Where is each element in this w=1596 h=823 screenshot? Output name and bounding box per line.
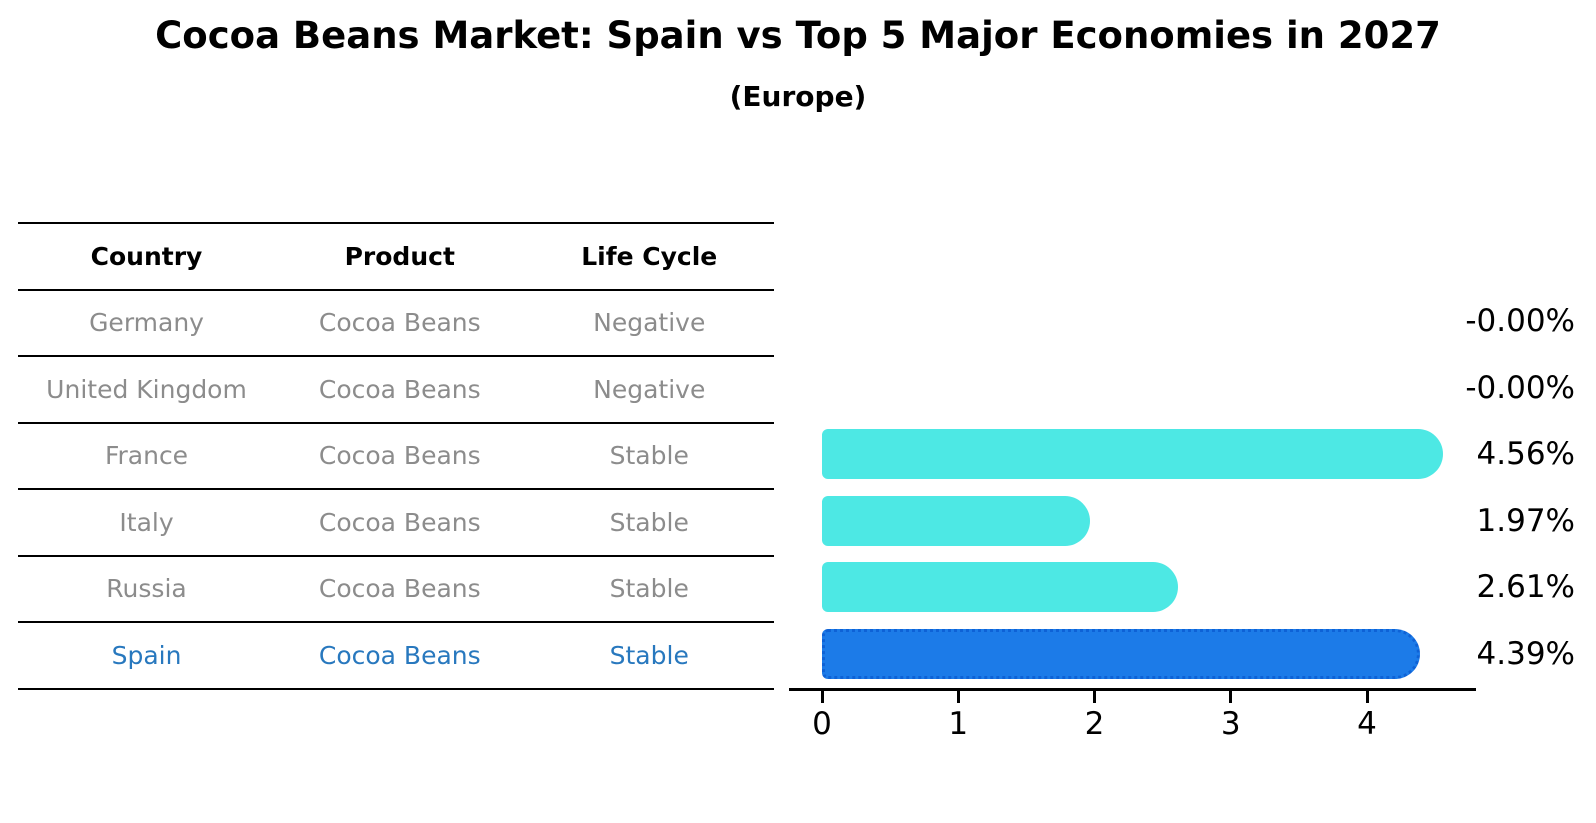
summary-table: Country Product Life Cycle Germany Cocoa… [18, 222, 774, 690]
cell-country: Spain [111, 640, 182, 670]
table-row-italy: Italy Cocoa Beans Stable [18, 490, 774, 557]
cell-lifecycle: Stable [609, 574, 689, 604]
cell-product: Cocoa Beans [318, 308, 481, 338]
chart-subtitle: (Europe) [729, 80, 867, 113]
x-axis-tick-label: 2 [1084, 706, 1105, 742]
cell-country: Germany [89, 308, 204, 338]
bar-france [822, 429, 1444, 479]
cell-lifecycle: Negative [593, 374, 706, 404]
x-axis-line [789, 688, 1476, 691]
table-row-france: France Cocoa Beans Stable [18, 424, 774, 490]
cell-product: Cocoa Beans [318, 574, 481, 604]
table-header-row: Country Product Life Cycle [18, 224, 774, 291]
cell-lifecycle: Stable [609, 441, 689, 471]
cell-country: Italy [119, 507, 174, 537]
cell-country: France [104, 441, 189, 471]
chart-title: Cocoa Beans Market: Spain vs Top 5 Major… [155, 14, 1441, 57]
table-row-spain: Spain Cocoa Beans Stable [18, 623, 774, 688]
value-label-france: 4.56% [1476, 436, 1575, 472]
x-axis-tick-label: 0 [812, 706, 832, 742]
table-row-united-kingdom: United Kingdom Cocoa Beans Negative [18, 357, 774, 424]
value-label-italy: 1.97% [1476, 502, 1575, 539]
table-row-germany: Germany Cocoa Beans Negative [18, 291, 774, 357]
value-label-united-kingdom: -0.00% [1465, 369, 1575, 406]
cell-product: Cocoa Beans [318, 640, 481, 670]
cell-product: Cocoa Beans [318, 441, 481, 471]
x-axis-tick-mark [956, 691, 960, 703]
table-row-russia: Russia Cocoa Beans Stable [18, 557, 774, 623]
table-header-country: Country [90, 241, 203, 271]
cell-product: Cocoa Beans [318, 507, 481, 537]
table-header-product: Product [344, 241, 455, 271]
cell-country: Russia [106, 574, 187, 604]
bar-italy [822, 495, 1091, 546]
x-axis-tick-label: 4 [1357, 706, 1377, 742]
value-label-spain: 4.39% [1476, 635, 1575, 672]
cell-country: United Kingdom [46, 374, 247, 404]
cell-lifecycle: Stable [609, 507, 689, 537]
x-axis-tick-mark [820, 691, 824, 703]
value-label-germany: -0.00% [1465, 303, 1575, 339]
cell-lifecycle: Stable [609, 640, 689, 670]
cell-product: Cocoa Beans [318, 374, 481, 404]
bar-russia [822, 562, 1178, 612]
table-header-lifecycle: Life Cycle [581, 241, 718, 271]
x-axis-tick-mark [1093, 691, 1096, 703]
x-axis-tick-mark [1365, 691, 1369, 703]
x-axis-tick-label: 1 [948, 706, 969, 742]
value-label-russia: 2.61% [1476, 569, 1575, 605]
x-axis-tick-mark [1229, 691, 1233, 703]
bar-spain [822, 628, 1421, 679]
x-axis-tick-label: 3 [1220, 706, 1241, 742]
cell-lifecycle: Negative [593, 308, 706, 338]
